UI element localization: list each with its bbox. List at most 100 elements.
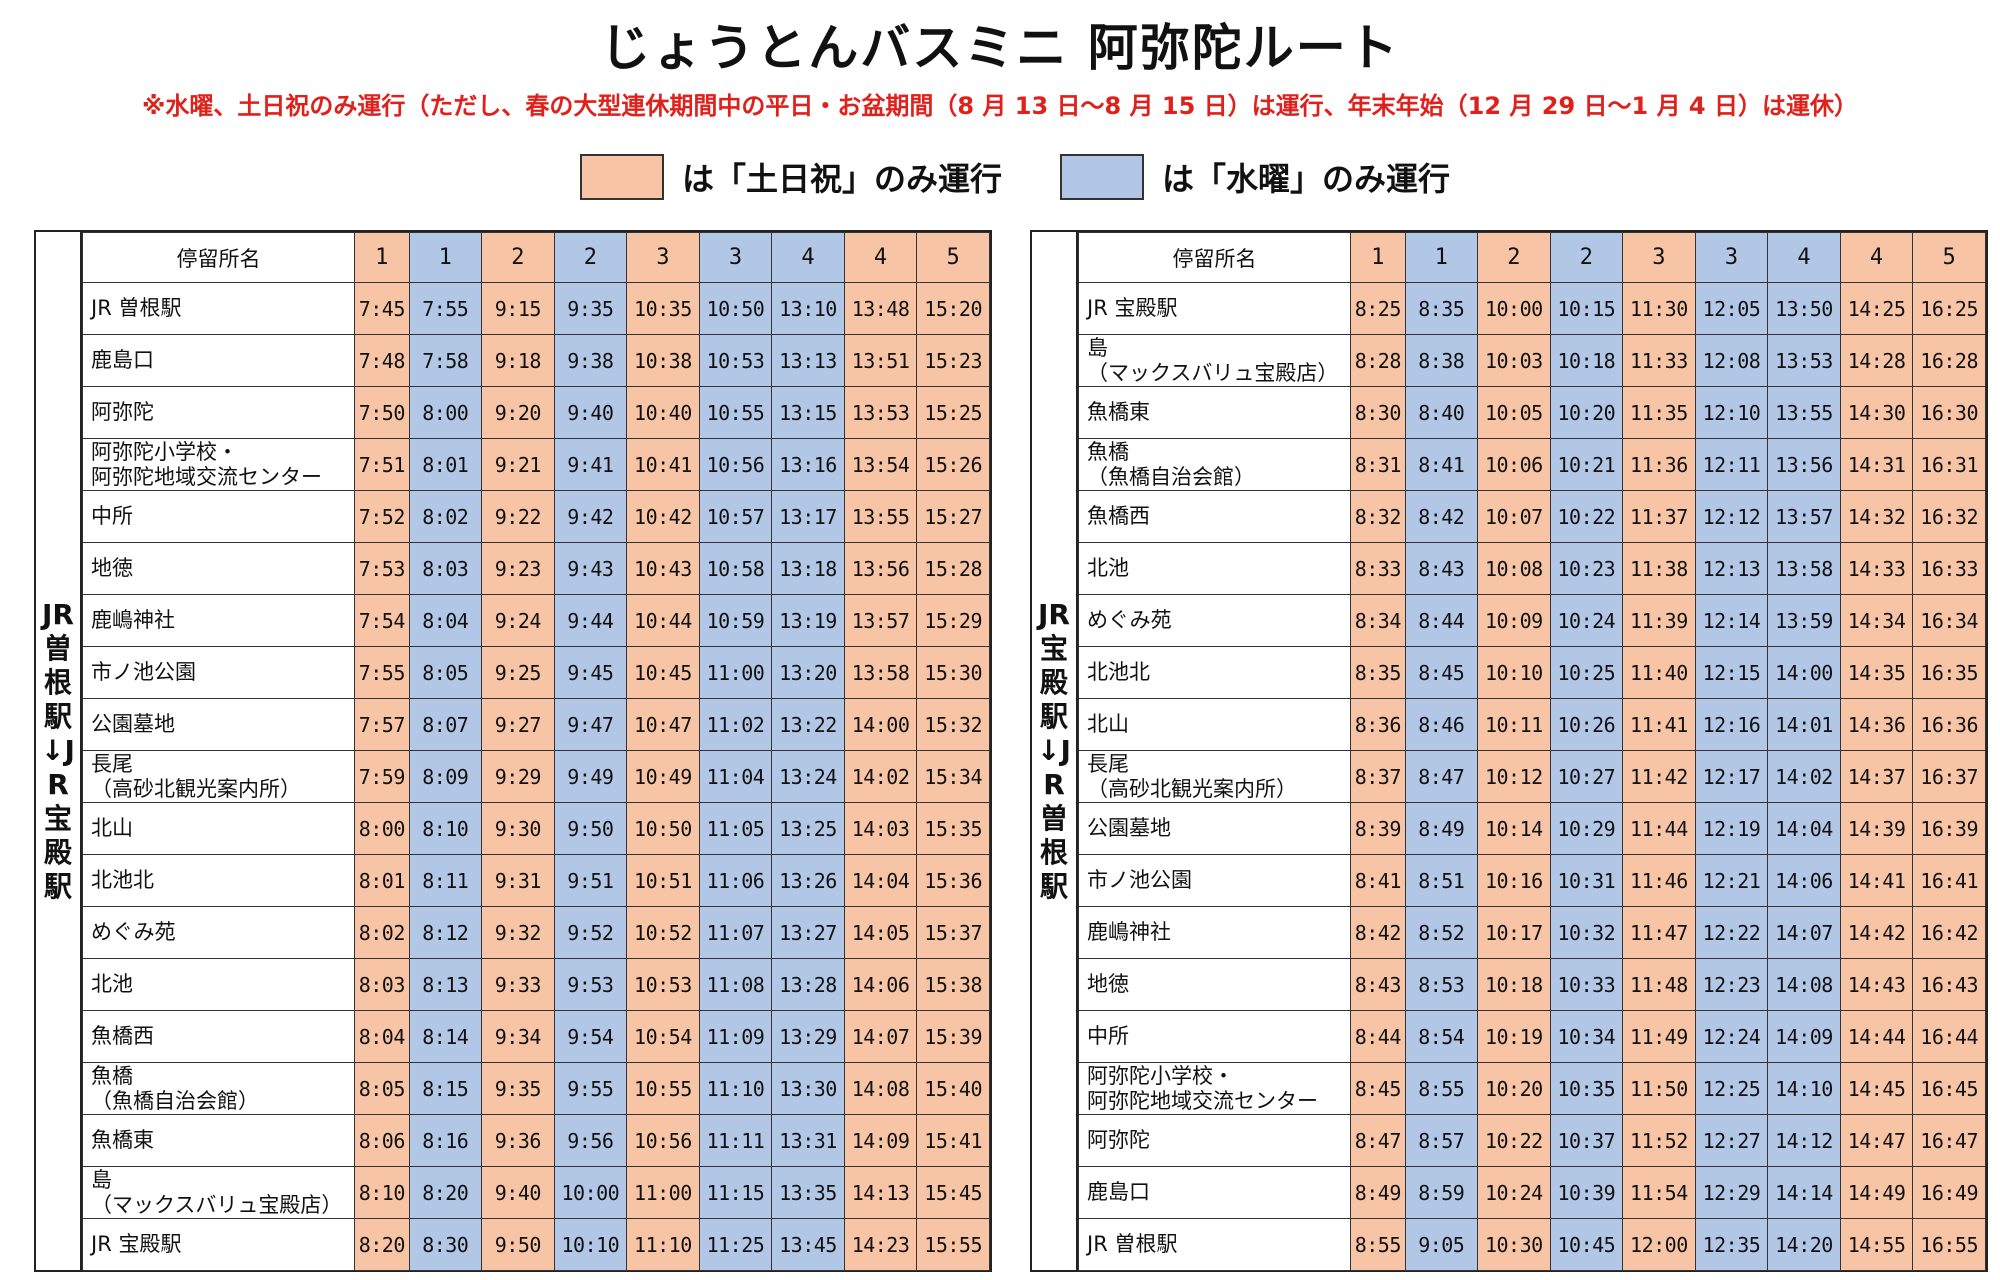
departure-time: 14:13 [843, 1166, 918, 1219]
departure-time: 8:49 [1404, 802, 1479, 855]
departure-time: 14:09 [1767, 1010, 1841, 1063]
departure-time: 11:02 [698, 698, 773, 751]
departure-time: 13:59 [1767, 594, 1841, 647]
departure-time: 10:05 [1477, 386, 1551, 439]
table-row: 魚橋 （魚橋自治会館） 8:31 8:41 10:06 10:21 11:36 12:11 13… [1077, 438, 1986, 491]
departure-time: 13:28 [771, 958, 845, 1011]
departure-time: 14:31 [1839, 438, 1914, 491]
table-row: 魚橋東 8:30 8:40 10:05 10:20 11:35 12:10 13:55 14:3… [1077, 386, 1986, 439]
departure-time: 10:56 [626, 1114, 700, 1167]
stop-name-line: 北池 [91, 972, 133, 996]
stop-name: 地徳 [81, 542, 356, 595]
stop-name-line: 魚橋東 [91, 1128, 154, 1152]
direction-label: JR曽根駅↓JR宝殿駅 [36, 232, 82, 1270]
stop-name: めぐみ苑 [81, 906, 356, 959]
trip-number-header: 3 [1694, 232, 1769, 283]
departure-time: 13:20 [771, 646, 845, 699]
trip-number-header: 1 [1350, 232, 1406, 283]
departure-time: 10:58 [698, 542, 773, 595]
departure-time: 14:45 [1839, 1062, 1914, 1115]
departure-time: 8:45 [1350, 1062, 1406, 1115]
departure-time: 9:47 [553, 698, 628, 751]
departure-time: 11:10 [626, 1218, 700, 1271]
departure-time: 15:29 [916, 594, 990, 647]
departure-time: 10:29 [1549, 802, 1624, 855]
departure-time: 8:01 [354, 854, 410, 907]
stop-name: 魚橋東 [81, 1114, 356, 1167]
departure-time: 13:22 [771, 698, 845, 751]
departure-time: 14:08 [843, 1062, 918, 1115]
departure-time: 9:51 [553, 854, 628, 907]
departure-time: 8:00 [354, 802, 410, 855]
departure-time: 9:22 [481, 490, 555, 543]
departure-time: 14:02 [1767, 750, 1841, 803]
table-row: JR 曽根駅 8:55 9:05 10:30 10:45 12:00 12:35 14:20 1… [1077, 1218, 1986, 1271]
departure-time: 8:20 [408, 1166, 483, 1219]
departure-time: 10:32 [1549, 906, 1624, 959]
departure-time: 8:11 [408, 854, 483, 907]
departure-time: 14:20 [1767, 1218, 1841, 1271]
departure-time: 14:01 [1767, 698, 1841, 751]
trip-number-header: 5 [916, 232, 990, 283]
trip-number-header: 2 [481, 232, 555, 283]
departure-time: 13:16 [771, 438, 845, 491]
departure-time: 8:47 [1350, 1114, 1406, 1167]
departure-time: 10:56 [698, 438, 773, 491]
departure-time: 13:31 [771, 1114, 845, 1167]
departure-time: 10:12 [1477, 750, 1551, 803]
stop-name-line: 地徳 [1087, 972, 1129, 996]
header-row: 停留所名 1 1 2 2 3 3 4 4 5 [1077, 232, 1986, 283]
departure-time: 11:54 [1622, 1166, 1696, 1219]
departure-time: 10:22 [1477, 1114, 1551, 1167]
departure-time: 14:00 [1767, 646, 1841, 699]
departure-time: 7:52 [354, 490, 410, 543]
departure-time: 10:18 [1549, 334, 1624, 387]
departure-time: 8:20 [354, 1218, 410, 1271]
departure-time: 8:14 [408, 1010, 483, 1063]
departure-time: 16:43 [1912, 958, 1986, 1011]
departure-time: 9:24 [481, 594, 555, 647]
stop-name: 地徳 [1077, 958, 1352, 1011]
departure-time: 14:04 [1767, 802, 1841, 855]
stop-name: 北池北 [1077, 646, 1352, 699]
table-row: 中所 8:44 8:54 10:19 10:34 11:49 12:24 14:09 14:44… [1077, 1010, 1986, 1063]
stop-name-subline: 阿弥陀地域交流センター [91, 464, 322, 489]
stop-name: 公園墓地 [1077, 802, 1352, 855]
table-row: 魚橋西 8:32 8:42 10:07 10:22 11:37 12:12 13:57 14:3… [1077, 490, 1986, 543]
table-row: 長尾 （高砂北観光案内所） 7:59 8:09 9:29 9:49 10:49 11:04 13… [81, 750, 990, 803]
departure-time: 16:32 [1912, 490, 1986, 543]
departure-time: 14:55 [1839, 1218, 1914, 1271]
departure-time: 13:29 [771, 1010, 845, 1063]
table-row: JR 宝殿駅 8:25 8:35 10:00 10:15 11:30 12:05 13:50 1… [1077, 282, 1986, 335]
stop-name: 市ノ池公園 [81, 646, 356, 699]
stop-name-line: 北池北 [1087, 660, 1150, 684]
stop-name-line: 市ノ池公園 [1087, 868, 1192, 892]
departure-time: 8:54 [1404, 1010, 1479, 1063]
table-row: 鹿嶋神社 7:54 8:04 9:24 9:44 10:44 10:59 13:19 13:57… [81, 594, 990, 647]
departure-time: 16:47 [1912, 1114, 1986, 1167]
departure-time: 9:56 [553, 1114, 628, 1167]
departure-time: 13:54 [843, 438, 918, 491]
departure-time: 7:59 [354, 750, 410, 803]
departure-time: 14:49 [1839, 1166, 1914, 1219]
departure-time: 14:00 [843, 698, 918, 751]
departure-time: 7:50 [354, 386, 410, 439]
departure-time: 9:43 [553, 542, 628, 595]
stop-name: 北山 [81, 802, 356, 855]
departure-time: 10:20 [1477, 1062, 1551, 1115]
stop-name-line: 公園墓地 [1087, 816, 1171, 840]
departure-time: 10:00 [553, 1166, 628, 1219]
departure-time: 10:03 [1477, 334, 1551, 387]
departure-time: 8:44 [1350, 1010, 1406, 1063]
departure-time: 9:32 [481, 906, 555, 959]
departure-time: 10:22 [1549, 490, 1624, 543]
departure-time: 16:49 [1912, 1166, 1986, 1219]
departure-time: 16:42 [1912, 906, 1986, 959]
departure-time: 10:52 [626, 906, 700, 959]
departure-time: 9:35 [481, 1062, 555, 1115]
departure-time: 11:52 [1622, 1114, 1696, 1167]
departure-time: 12:11 [1694, 438, 1769, 491]
stop-name-line: 中所 [1087, 1024, 1129, 1048]
departure-time: 15:55 [916, 1218, 990, 1271]
weekend-color-swatch [580, 154, 664, 200]
